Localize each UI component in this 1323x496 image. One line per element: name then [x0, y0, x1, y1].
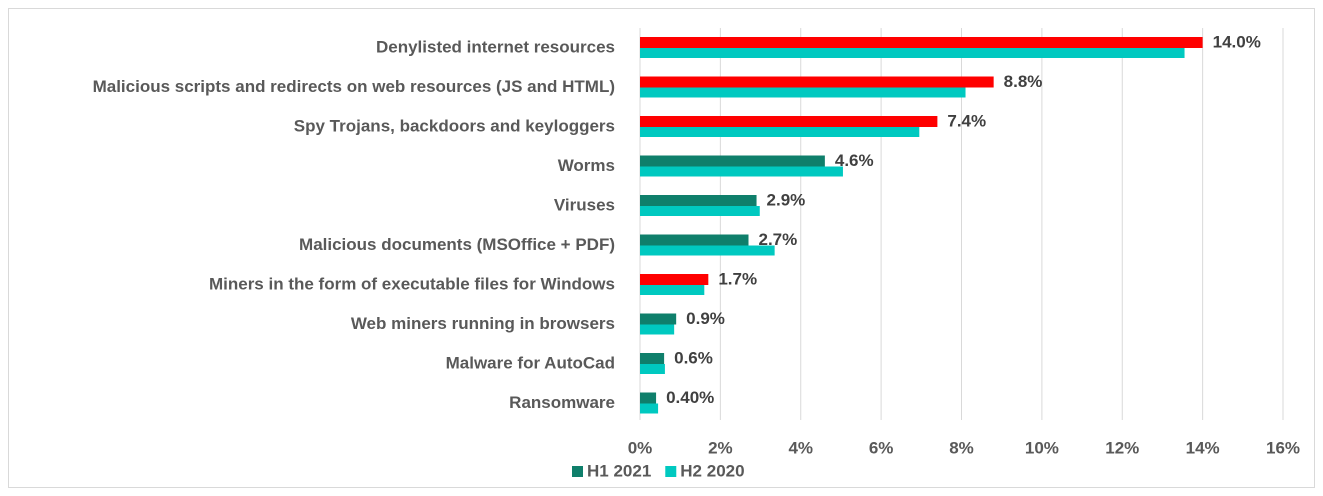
- y-tick-label: Denylisted internet resources: [376, 37, 615, 56]
- bar: [640, 116, 938, 127]
- x-tick-label: 0%: [628, 438, 653, 457]
- legend-label: H1 2021: [587, 461, 651, 480]
- bar: [640, 324, 675, 335]
- y-tick-label: Viruses: [554, 195, 615, 214]
- bar: [640, 313, 677, 325]
- y-tick-label: Spy Trojans, backdoors and keyloggers: [294, 116, 615, 135]
- data-label: 2.9%: [767, 190, 806, 209]
- bar: [640, 87, 966, 98]
- y-tick-label: Ransomware: [509, 393, 615, 412]
- bar: [640, 364, 665, 374]
- bar: [640, 206, 760, 216]
- bar: [640, 48, 1185, 58]
- legend-swatch: [572, 466, 583, 477]
- bar: [640, 76, 994, 88]
- bar: [640, 403, 659, 414]
- bar: [640, 166, 843, 177]
- y-tick-label: Malicious scripts and redirects on web r…: [93, 77, 615, 96]
- bar: [640, 353, 665, 364]
- data-label: 1.7%: [718, 269, 757, 288]
- bar: [640, 392, 657, 404]
- bar: [640, 155, 825, 167]
- data-label: 7.4%: [947, 111, 986, 130]
- y-tick-label: Malicious documents (MSOffice + PDF): [299, 235, 615, 254]
- x-tick-label: 12%: [1105, 438, 1139, 457]
- data-label: 0.6%: [674, 348, 713, 367]
- data-label: 2.7%: [759, 230, 798, 249]
- bar: [640, 274, 709, 285]
- y-tick-label: Miners in the form of executable files f…: [209, 274, 615, 293]
- x-tick-label: 14%: [1186, 438, 1220, 457]
- bar: [640, 245, 775, 256]
- data-label: 0.40%: [666, 388, 714, 407]
- y-tick-label: Malware for AutoCad: [446, 353, 615, 372]
- bar: [640, 195, 757, 206]
- data-label: 8.8%: [1004, 72, 1043, 91]
- x-tick-label: 10%: [1025, 438, 1059, 457]
- data-label: 4.6%: [835, 151, 874, 170]
- x-tick-label: 6%: [869, 438, 894, 457]
- data-label: 0.9%: [686, 309, 725, 328]
- legend-swatch: [665, 466, 677, 477]
- x-tick-label: 2%: [708, 438, 733, 457]
- y-tick-label: Worms: [558, 156, 615, 175]
- x-tick-label: 16%: [1266, 438, 1300, 457]
- x-tick-label: 4%: [788, 438, 813, 457]
- bar: [640, 234, 749, 246]
- bar: [640, 37, 1203, 48]
- data-label: 14.0%: [1213, 32, 1261, 51]
- bar: [640, 285, 705, 295]
- x-tick-label: 8%: [949, 438, 974, 457]
- y-tick-label: Web miners running in browsers: [351, 314, 615, 333]
- bar: [640, 127, 920, 137]
- legend-label: H2 2020: [680, 461, 744, 480]
